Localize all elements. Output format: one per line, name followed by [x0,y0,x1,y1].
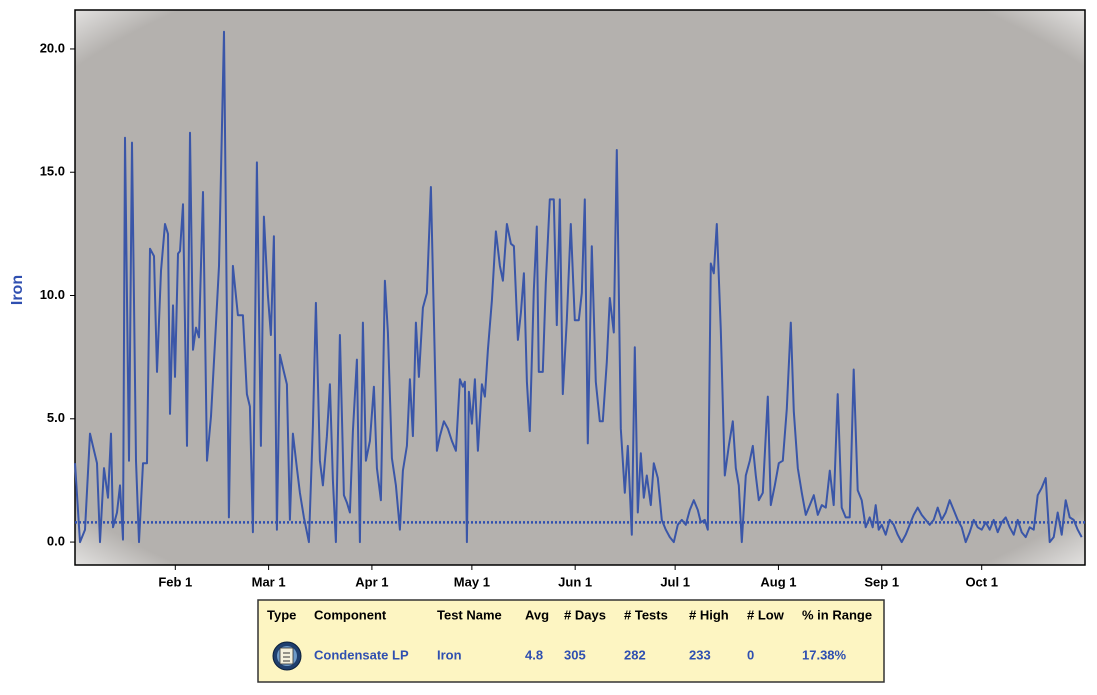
x-tick-label: Sep 1 [864,574,899,589]
type-icon [272,641,302,671]
table-header: # Tests [624,607,668,622]
table-header: # Days [564,607,606,622]
y-tick-label: 20.0 [40,40,65,55]
table-header: Test Name [437,607,502,622]
legend-table [257,599,885,683]
table-cell: 0 [747,647,754,662]
x-tick-label: Jun 1 [558,574,592,589]
table-cell: Iron [437,647,462,662]
x-tick-label: May 1 [454,574,490,589]
x-tick-label: Aug 1 [760,574,796,589]
y-tick-label: 0.0 [47,534,65,549]
table-header: Component [314,607,387,622]
x-tick-label: Oct 1 [965,574,998,589]
table-header: # Low [747,607,785,622]
table-cell: 4.8 [525,647,543,662]
table-header: % in Range [802,607,872,622]
y-axis-label: Iron [9,275,26,305]
plot-area [74,9,1086,566]
x-tick-label: Mar 1 [252,574,286,589]
table-cell: 233 [689,647,711,662]
table-cell: 282 [624,647,646,662]
table-cell: 17.38% [802,647,847,662]
x-tick-label: Jul 1 [660,574,690,589]
y-tick-label: 5.0 [47,410,65,425]
data-line [74,30,1083,544]
table-header: Avg [525,607,549,622]
table-cell: Condensate LP [314,647,409,662]
x-tick-label: Feb 1 [158,574,192,589]
y-tick-label: 10.0 [40,287,65,302]
y-tick-label: 15.0 [40,164,65,179]
x-tick-label: Apr 1 [355,574,388,589]
table-cell: 305 [564,647,586,662]
table-header: Type [267,607,296,622]
table-header: # High [689,607,729,622]
